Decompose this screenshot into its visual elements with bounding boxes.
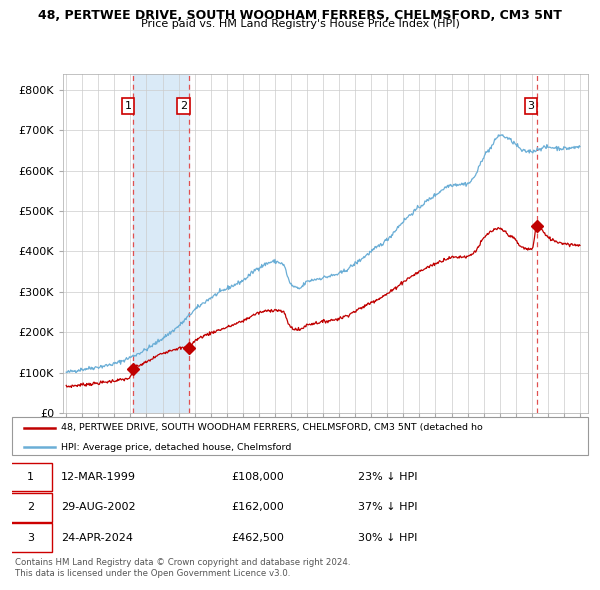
Bar [133, 74, 189, 413]
Text: This data is licensed under the Open Government Licence v3.0.: This data is licensed under the Open Gov… [15, 569, 290, 578]
Text: 24-APR-2024: 24-APR-2024 [61, 533, 133, 543]
Text: £462,500: £462,500 [231, 533, 284, 543]
FancyBboxPatch shape [9, 523, 52, 552]
Text: 48, PERTWEE DRIVE, SOUTH WOODHAM FERRERS, CHELMSFORD, CM3 5NT (detached ho: 48, PERTWEE DRIVE, SOUTH WOODHAM FERRERS… [61, 424, 483, 432]
Text: 23% ↓ HPI: 23% ↓ HPI [358, 472, 417, 482]
Text: 48, PERTWEE DRIVE, SOUTH WOODHAM FERRERS, CHELMSFORD, CM3 5NT: 48, PERTWEE DRIVE, SOUTH WOODHAM FERRERS… [38, 9, 562, 22]
FancyBboxPatch shape [9, 463, 52, 491]
Text: 37% ↓ HPI: 37% ↓ HPI [358, 503, 417, 512]
Text: 2: 2 [27, 503, 34, 512]
FancyBboxPatch shape [9, 493, 52, 522]
Text: 1: 1 [27, 472, 34, 482]
Text: 1: 1 [124, 101, 131, 111]
Text: Contains HM Land Registry data © Crown copyright and database right 2024.: Contains HM Land Registry data © Crown c… [15, 558, 350, 567]
Text: £108,000: £108,000 [231, 472, 284, 482]
Text: £162,000: £162,000 [231, 503, 284, 512]
Text: 30% ↓ HPI: 30% ↓ HPI [358, 533, 417, 543]
Text: 2: 2 [180, 101, 187, 111]
Text: 3: 3 [27, 533, 34, 543]
Text: HPI: Average price, detached house, Chelmsford: HPI: Average price, detached house, Chel… [61, 442, 292, 451]
Text: Price paid vs. HM Land Registry's House Price Index (HPI): Price paid vs. HM Land Registry's House … [140, 19, 460, 29]
Text: 29-AUG-2002: 29-AUG-2002 [61, 503, 136, 512]
Bar [537, 74, 588, 413]
Text: 12-MAR-1999: 12-MAR-1999 [61, 472, 136, 482]
Text: 3: 3 [527, 101, 535, 111]
